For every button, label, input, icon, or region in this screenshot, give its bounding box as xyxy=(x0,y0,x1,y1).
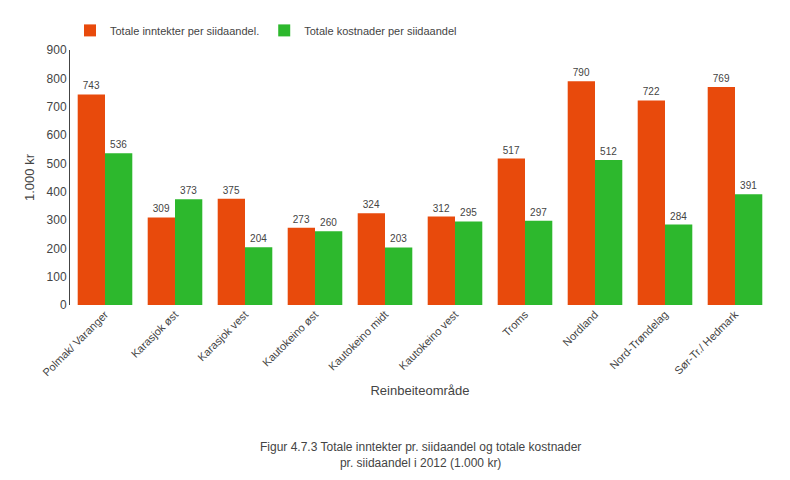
svg-text:324: 324 xyxy=(363,199,380,210)
svg-text:Nordland: Nordland xyxy=(560,308,600,348)
svg-text:284: 284 xyxy=(670,211,687,222)
svg-text:400: 400 xyxy=(47,185,67,199)
svg-text:800: 800 xyxy=(47,72,67,86)
svg-text:500: 500 xyxy=(47,157,67,171)
svg-text:Kautokeino øst: Kautokeino øst xyxy=(260,308,320,368)
svg-text:512: 512 xyxy=(600,146,617,157)
svg-text:790: 790 xyxy=(573,67,590,78)
svg-text:Totale inntekter per siidaande: Totale inntekter per siidaandel. xyxy=(110,25,259,37)
svg-text:391: 391 xyxy=(740,180,757,191)
svg-text:Karasjok vest: Karasjok vest xyxy=(195,308,250,363)
svg-text:Totale kostnader per siidaande: Totale kostnader per siidaandel xyxy=(304,25,456,37)
svg-text:743: 743 xyxy=(83,80,100,91)
svg-text:0: 0 xyxy=(60,298,67,312)
svg-text:536: 536 xyxy=(110,139,127,150)
svg-text:Karasjok øst: Karasjok øst xyxy=(129,308,181,360)
svg-text:200: 200 xyxy=(47,242,67,256)
svg-text:Polmak/ Varanger: Polmak/ Varanger xyxy=(40,308,110,378)
svg-text:260: 260 xyxy=(320,217,337,228)
svg-text:375: 375 xyxy=(223,185,240,196)
svg-text:Figur 4.7.3 Totale inntekter p: Figur 4.7.3 Totale inntekter pr. siidaan… xyxy=(260,440,581,470)
svg-text:Kautokeino vest: Kautokeino vest xyxy=(396,308,460,372)
svg-text:600: 600 xyxy=(47,128,67,142)
svg-text:517: 517 xyxy=(503,145,520,156)
svg-text:204: 204 xyxy=(250,233,267,244)
svg-text:100: 100 xyxy=(47,270,67,284)
svg-text:700: 700 xyxy=(47,100,67,114)
svg-text:273: 273 xyxy=(293,214,310,225)
svg-text:Kautokeino midt: Kautokeino midt xyxy=(326,308,390,372)
svg-text:309: 309 xyxy=(153,203,170,214)
svg-text:297: 297 xyxy=(530,207,547,218)
svg-text:Nord-Trøndelag: Nord-Trøndelag xyxy=(607,308,670,371)
svg-text:Troms: Troms xyxy=(500,308,531,339)
svg-text:722: 722 xyxy=(643,86,660,97)
svg-text:Reinbeiteområde: Reinbeiteområde xyxy=(370,383,469,398)
svg-text:300: 300 xyxy=(47,213,67,227)
svg-text:295: 295 xyxy=(460,207,477,218)
svg-text:373: 373 xyxy=(180,185,197,196)
svg-text:1.000 kr: 1.000 kr xyxy=(22,153,37,201)
svg-text:203: 203 xyxy=(390,233,407,244)
svg-text:900: 900 xyxy=(47,43,67,57)
svg-text:Sør-Tr./ Hedmark: Sør-Tr./ Hedmark xyxy=(672,308,741,377)
svg-text:312: 312 xyxy=(433,203,450,214)
svg-text:769: 769 xyxy=(713,73,730,84)
